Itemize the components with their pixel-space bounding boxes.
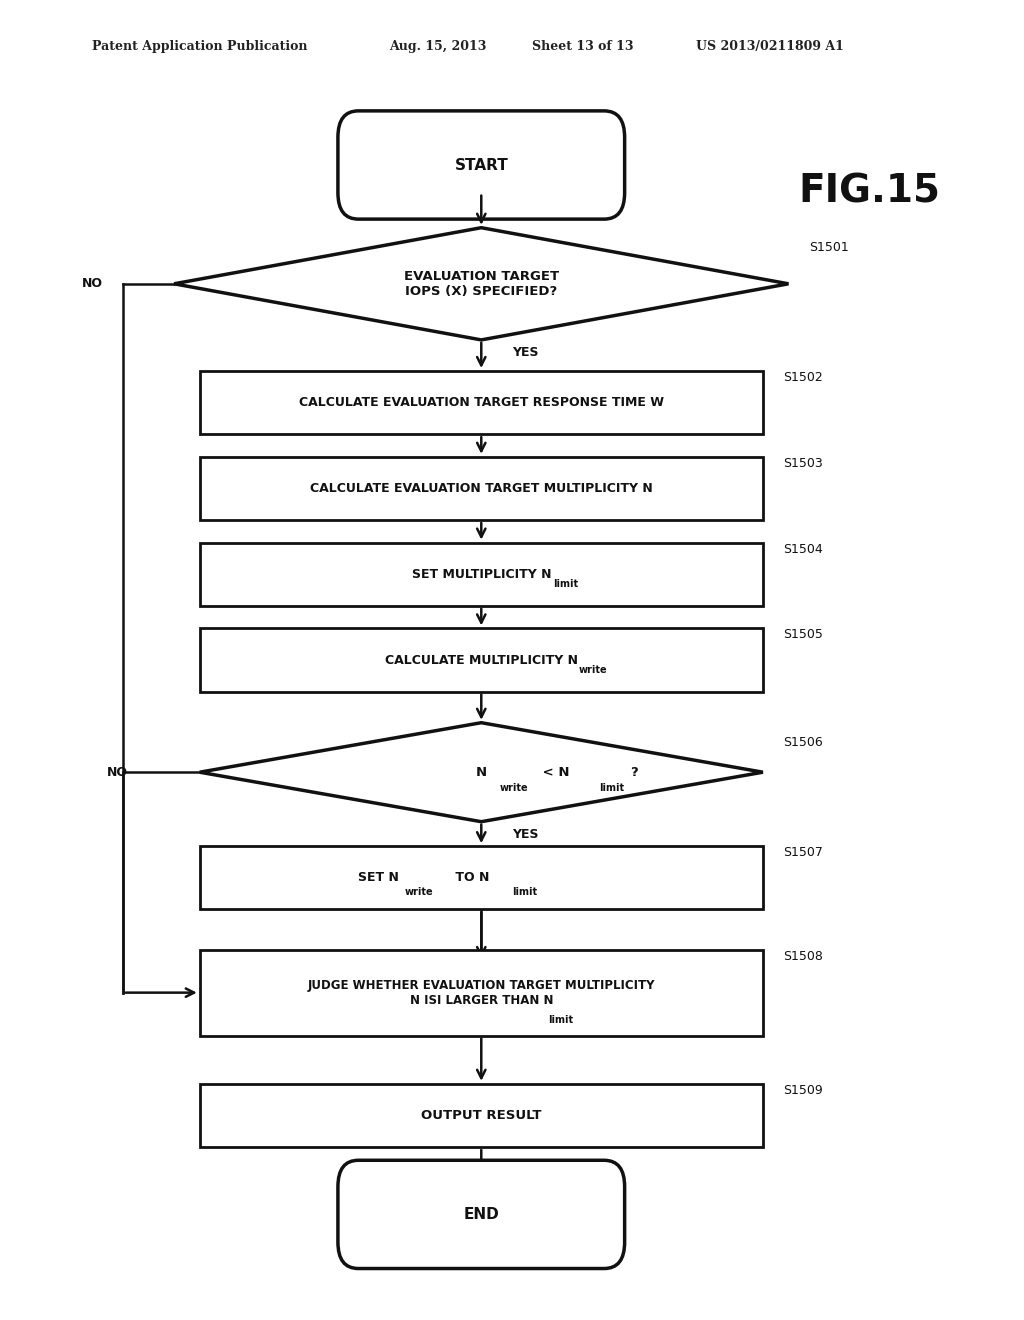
Text: FIG.15: FIG.15 — [799, 173, 941, 210]
Bar — [200, 628, 763, 692]
Polygon shape — [174, 227, 788, 339]
Text: write: write — [579, 665, 607, 676]
Bar — [200, 543, 763, 606]
FancyBboxPatch shape — [338, 111, 625, 219]
Text: NO: NO — [81, 277, 102, 290]
Text: limit: limit — [553, 579, 579, 590]
Text: TO N: TO N — [451, 871, 488, 884]
Text: US 2013/0211809 A1: US 2013/0211809 A1 — [696, 40, 844, 53]
Text: N: N — [476, 766, 486, 779]
Text: S1504: S1504 — [783, 543, 823, 556]
Text: CALCULATE EVALUATION TARGET RESPONSE TIME W: CALCULATE EVALUATION TARGET RESPONSE TIM… — [299, 396, 664, 409]
Text: YES: YES — [512, 346, 539, 359]
Bar — [200, 371, 763, 434]
Text: Patent Application Publication: Patent Application Publication — [92, 40, 307, 53]
Text: EVALUATION TARGET
IOPS (X) SPECIFIED?: EVALUATION TARGET IOPS (X) SPECIFIED? — [403, 269, 559, 298]
Text: SET MULTIPLICITY N: SET MULTIPLICITY N — [412, 568, 551, 581]
Text: YES: YES — [512, 829, 539, 841]
Text: S1506: S1506 — [783, 737, 823, 748]
Text: CALCULATE EVALUATION TARGET MULTIPLICITY N: CALCULATE EVALUATION TARGET MULTIPLICITY… — [310, 482, 652, 495]
Text: END: END — [464, 1206, 499, 1222]
Text: S1503: S1503 — [783, 457, 823, 470]
Text: SET N: SET N — [358, 871, 399, 884]
Bar — [200, 950, 763, 1035]
Text: limit: limit — [512, 887, 538, 898]
Text: ?: ? — [630, 766, 638, 779]
Text: S1501: S1501 — [809, 242, 849, 253]
Text: OUTPUT RESULT: OUTPUT RESULT — [421, 1109, 542, 1122]
Bar — [200, 1084, 763, 1147]
Bar — [200, 457, 763, 520]
Text: JUDGE WHETHER EVALUATION TARGET MULTIPLICITY
N ISI LARGER THAN N: JUDGE WHETHER EVALUATION TARGET MULTIPLI… — [307, 978, 655, 1007]
Text: Sheet 13 of 13: Sheet 13 of 13 — [532, 40, 634, 53]
Bar — [200, 846, 763, 909]
Text: Aug. 15, 2013: Aug. 15, 2013 — [389, 40, 486, 53]
Text: S1508: S1508 — [783, 950, 823, 962]
Text: S1509: S1509 — [783, 1084, 823, 1097]
Text: < N: < N — [538, 766, 569, 779]
Polygon shape — [200, 723, 763, 821]
Text: S1505: S1505 — [783, 628, 823, 642]
Text: limit: limit — [599, 783, 625, 793]
Text: CALCULATE MULTIPLICITY N: CALCULATE MULTIPLICITY N — [385, 653, 578, 667]
Text: write: write — [404, 887, 433, 898]
Text: limit: limit — [548, 1015, 573, 1026]
Text: S1507: S1507 — [783, 846, 823, 859]
Text: START: START — [455, 157, 508, 173]
FancyBboxPatch shape — [338, 1160, 625, 1269]
Text: write: write — [500, 783, 528, 793]
Text: NO: NO — [106, 766, 128, 779]
Text: S1502: S1502 — [783, 371, 823, 384]
